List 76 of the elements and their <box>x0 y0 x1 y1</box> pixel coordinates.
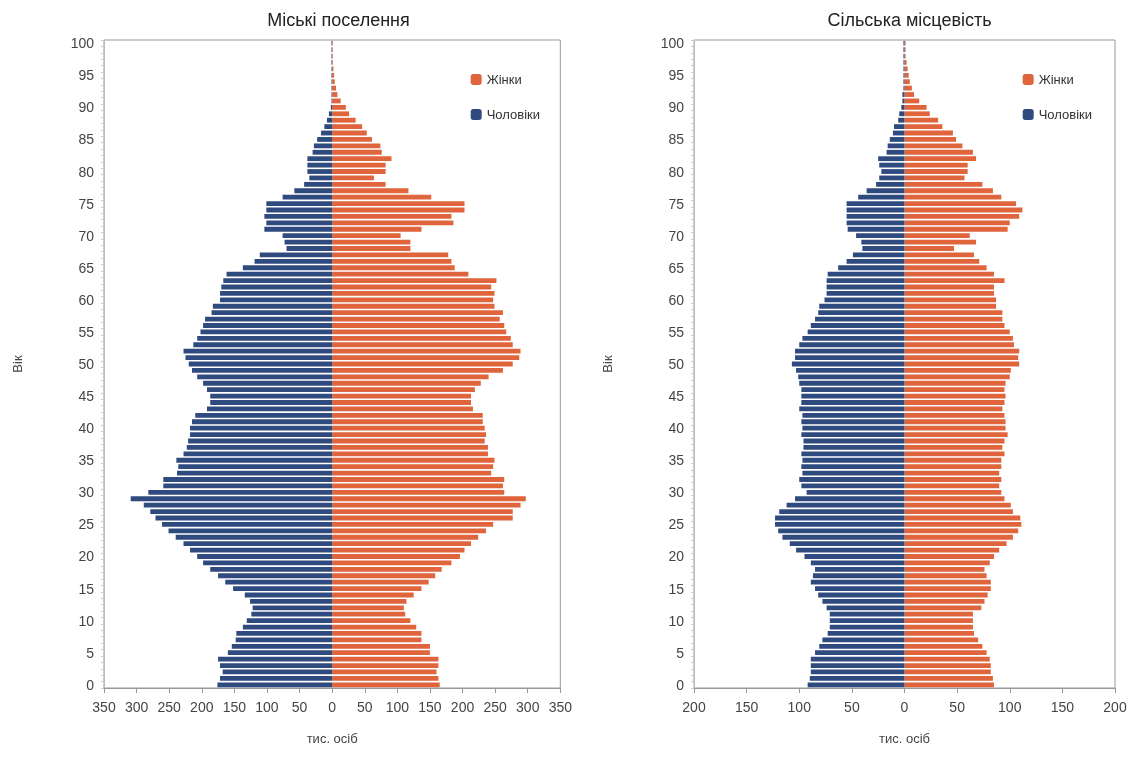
y-tick-label: 85 <box>668 131 685 148</box>
y-tick-label: 30 <box>668 484 685 501</box>
x-tick-label: 50 <box>844 699 860 715</box>
x-axis-title: тис. осіб <box>878 731 931 746</box>
y-tick-label: 100 <box>660 35 685 52</box>
y-tick-label: 15 <box>78 580 95 597</box>
x-tick-label: 100 <box>998 699 1022 715</box>
y-tick-label: 20 <box>668 548 685 565</box>
y-tick-label: 75 <box>78 195 95 212</box>
x-axis-title: тис. осіб <box>306 731 358 746</box>
y-tick-label: 45 <box>668 388 685 405</box>
y-tick-label: 10 <box>78 612 95 629</box>
y-axis-title: Вік <box>10 355 25 373</box>
y-tick-label: 75 <box>668 195 685 212</box>
y-tick-label: 80 <box>78 163 95 180</box>
y-tick-label: 30 <box>78 484 95 501</box>
x-tick-label: 150 <box>1050 699 1075 715</box>
y-tick-label: 20 <box>78 548 95 565</box>
x-tick-label: 250 <box>483 699 508 715</box>
x-tick-label: 100 <box>787 699 812 715</box>
x-tick-label: 0 <box>328 699 337 715</box>
x-tick-label: 150 <box>222 699 247 715</box>
y-tick-label: 70 <box>78 227 95 244</box>
x-tick-label: 0 <box>900 699 909 715</box>
x-tick-label: 250 <box>157 699 182 715</box>
y-tick-label: 25 <box>78 516 95 533</box>
legend-label: Жінки <box>1038 72 1074 87</box>
y-tick-label: 70 <box>668 227 685 244</box>
y-tick-label: 5 <box>86 644 95 661</box>
y-tick-label: 60 <box>78 291 95 308</box>
legend-label: Чоловіки <box>1038 107 1093 122</box>
chart-title: Сільська місцевість <box>827 10 992 30</box>
y-tick-label: 90 <box>668 99 685 116</box>
x-tick-label: 350 <box>92 699 116 715</box>
x-tick-label: 50 <box>291 699 308 715</box>
y-tick-label: 95 <box>78 67 95 84</box>
y-tick-label: 15 <box>668 580 685 597</box>
y-tick-label: 90 <box>78 99 95 116</box>
x-tick-label: 50 <box>949 699 966 715</box>
x-tick-label: 200 <box>190 699 214 715</box>
x-tick-label: 300 <box>124 699 149 715</box>
y-tick-label: 55 <box>668 323 685 340</box>
y-tick-label: 45 <box>78 388 95 405</box>
x-tick-label: 50 <box>356 699 373 715</box>
x-tick-label: 200 <box>682 699 706 715</box>
x-tick-label: 200 <box>450 699 475 715</box>
y-tick-label: 50 <box>78 356 95 372</box>
x-tick-label: 150 <box>734 699 759 715</box>
y-tick-label: 80 <box>668 163 685 180</box>
x-tick-label: 300 <box>516 699 540 715</box>
y-tick-label: 60 <box>668 291 685 308</box>
y-tick-label: 25 <box>668 516 685 533</box>
y-tick-label: 35 <box>78 452 95 469</box>
legend-label: Чоловіки <box>486 107 541 122</box>
y-tick-label: 65 <box>668 259 685 276</box>
x-tick-label: 100 <box>255 699 279 715</box>
x-tick-label: 200 <box>1103 699 1127 715</box>
x-tick-label: 150 <box>418 699 442 715</box>
y-tick-label: 35 <box>668 452 685 469</box>
y-tick-label: 5 <box>676 644 685 661</box>
y-tick-label: 100 <box>70 35 95 52</box>
y-tick-label: 0 <box>86 676 95 693</box>
y-tick-label: 0 <box>676 676 685 693</box>
x-tick-label: 350 <box>548 699 573 715</box>
y-tick-label: 55 <box>78 323 95 340</box>
y-tick-label: 50 <box>668 356 685 372</box>
y-tick-label: 95 <box>668 67 685 84</box>
y-tick-label: 40 <box>78 420 95 437</box>
y-axis-title: Вік <box>600 355 615 373</box>
legend-label: Жінки <box>486 72 522 87</box>
y-tick-label: 65 <box>78 259 95 276</box>
y-tick-label: 10 <box>668 612 685 629</box>
y-tick-label: 40 <box>668 420 685 437</box>
x-tick-label: 100 <box>385 699 410 715</box>
y-tick-label: 85 <box>78 131 95 148</box>
chart-title: Міські поселення <box>267 10 410 30</box>
